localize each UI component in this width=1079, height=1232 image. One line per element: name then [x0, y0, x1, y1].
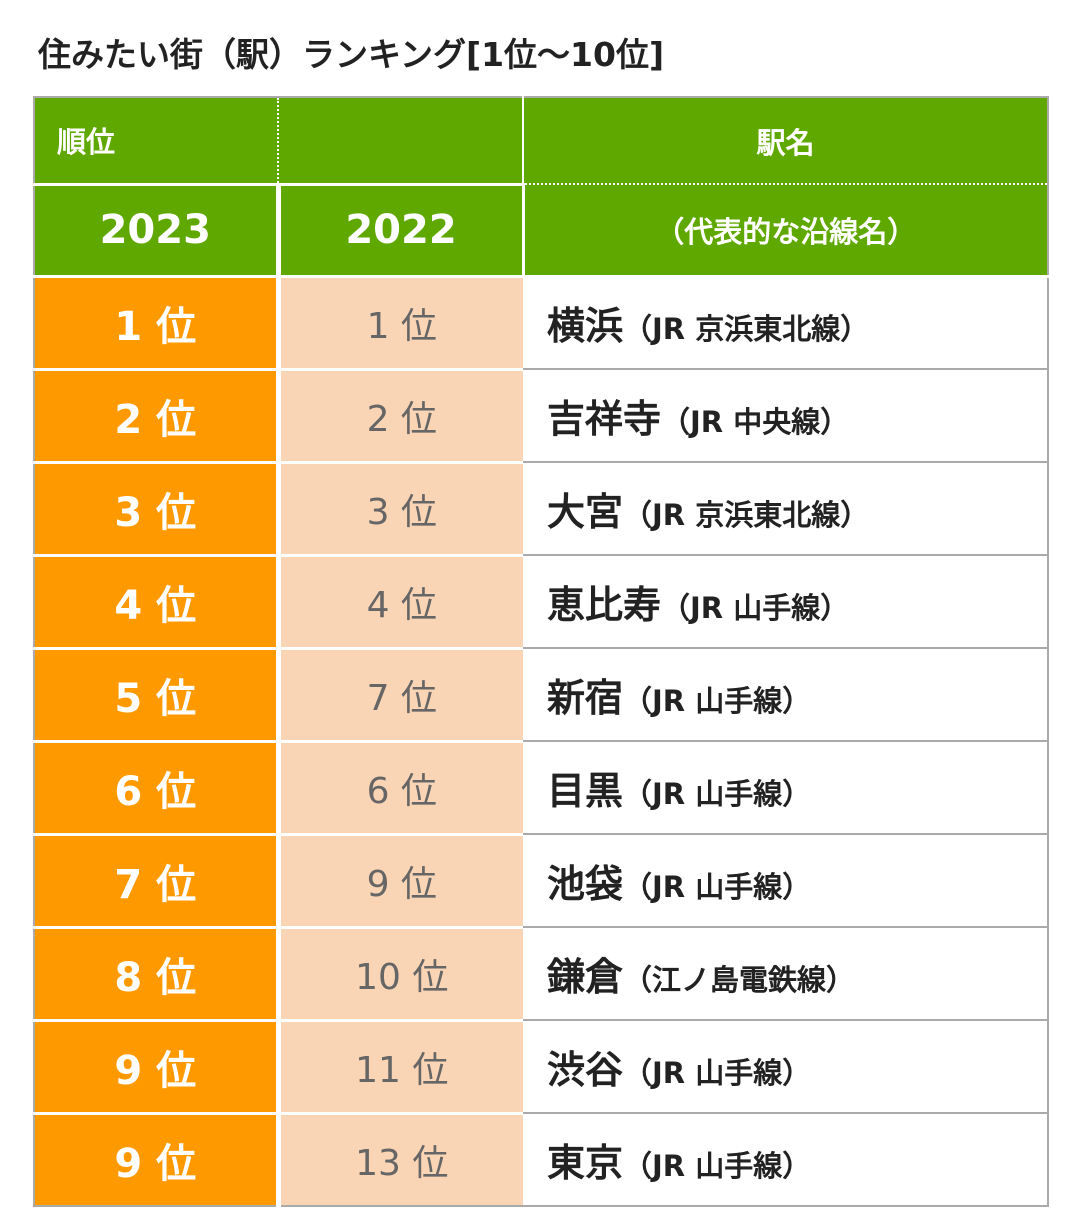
rank-2023: 3 位	[34, 462, 281, 557]
header-row: 2023 2022 （代表的な沿線名）	[34, 182, 1048, 278]
rank-2023: 1 位	[34, 276, 281, 371]
station: 池袋	[547, 862, 624, 906]
header-cell	[278, 97, 524, 184]
rank-2023: 2 位	[34, 369, 281, 464]
row: 8 位 10 位鎌倉（江ノ島電鉄線）	[34, 927, 1048, 1022]
header-cell: 順位	[34, 97, 279, 184]
row: 9 位 13 位東京（JR 山手線）	[34, 1113, 1048, 1206]
station-cell: 池袋（JR 山手線）	[523, 834, 1048, 928]
station-cell: 恵比寿（JR 山手線）	[523, 555, 1048, 649]
rank-2022: 6 位	[278, 741, 523, 836]
line: （JR 京浜東北線）	[623, 312, 870, 347]
line: （JR 山手線）	[623, 684, 812, 718]
rank-2023: 6 位	[34, 741, 281, 836]
rank-2022: 1 位	[278, 276, 523, 371]
line: （JR 山手線）	[623, 870, 812, 904]
line: （JR 京浜東北線）	[623, 498, 870, 532]
station-cell: 東京（JR 山手線）	[523, 1113, 1048, 1206]
rank-2022: 4 位	[278, 555, 523, 650]
line: （JR 山手線）	[623, 1056, 812, 1090]
station: 横浜	[547, 304, 624, 349]
station-cell: 目黒（JR 山手線）	[523, 741, 1048, 835]
station: 大宮	[547, 490, 624, 534]
rank-2022: 2 位	[278, 369, 523, 464]
header-row: 順位 駅名	[34, 97, 1048, 185]
rank-2022: 13 位	[278, 1113, 523, 1206]
station: 鎌倉	[547, 955, 624, 999]
row: 9 位 11 位渋谷（JR 山手線）	[34, 1020, 1048, 1115]
rank-2023: 5 位	[34, 648, 281, 743]
header-station: 駅名	[756, 125, 815, 160]
station: 新宿	[547, 676, 624, 720]
line: （江ノ島電鉄線）	[623, 963, 856, 997]
station-cell: 大宮（JR 京浜東北線）	[523, 462, 1048, 556]
station: 目黒	[547, 769, 624, 813]
header-cell: 2023	[34, 182, 281, 278]
line: （JR 山手線）	[661, 591, 850, 625]
station-cell: 吉祥寺（JR 中央線）	[523, 369, 1048, 463]
year-previous: 2022	[345, 207, 457, 253]
rank-2023: 9 位	[34, 1020, 281, 1115]
rank-2023: 7 位	[34, 834, 281, 929]
rank-2022: 10 位	[278, 927, 523, 1022]
line-note: （代表的な沿線名）	[655, 214, 917, 249]
header-cell: 2022	[278, 182, 525, 278]
title: 住みたい街（駅）ランキング[1位～10位]	[38, 35, 665, 74]
station: 恵比寿	[547, 583, 662, 627]
rank-2022: 7 位	[278, 648, 523, 743]
rank-2023: 4 位	[34, 555, 281, 650]
line: （JR 山手線）	[623, 777, 812, 811]
station: 東京	[547, 1141, 624, 1185]
station-cell: 横浜（JR 京浜東北線）	[523, 276, 1048, 370]
rank-2023: 8 位	[34, 927, 281, 1022]
rank-2022: 3 位	[278, 462, 523, 557]
rank-2022: 9 位	[278, 834, 523, 929]
header-cell: （代表的な沿線名）	[523, 184, 1048, 278]
rank-2022: 11 位	[278, 1020, 523, 1115]
station-cell: 新宿（JR 山手線）	[523, 648, 1048, 742]
station-cell: 鎌倉（江ノ島電鉄線）	[523, 927, 1048, 1021]
header-cell: 駅名	[523, 97, 1048, 185]
station-cell: 渋谷（JR 山手線）	[523, 1020, 1048, 1114]
rank-2023: 9 位	[34, 1113, 281, 1206]
station: 渋谷	[547, 1048, 624, 1092]
station: 吉祥寺	[547, 397, 662, 441]
line: （JR 山手線）	[623, 1149, 812, 1183]
header-rank: 順位	[57, 125, 116, 160]
year-current: 2023	[99, 207, 211, 253]
line: （JR 中央線）	[661, 405, 850, 439]
